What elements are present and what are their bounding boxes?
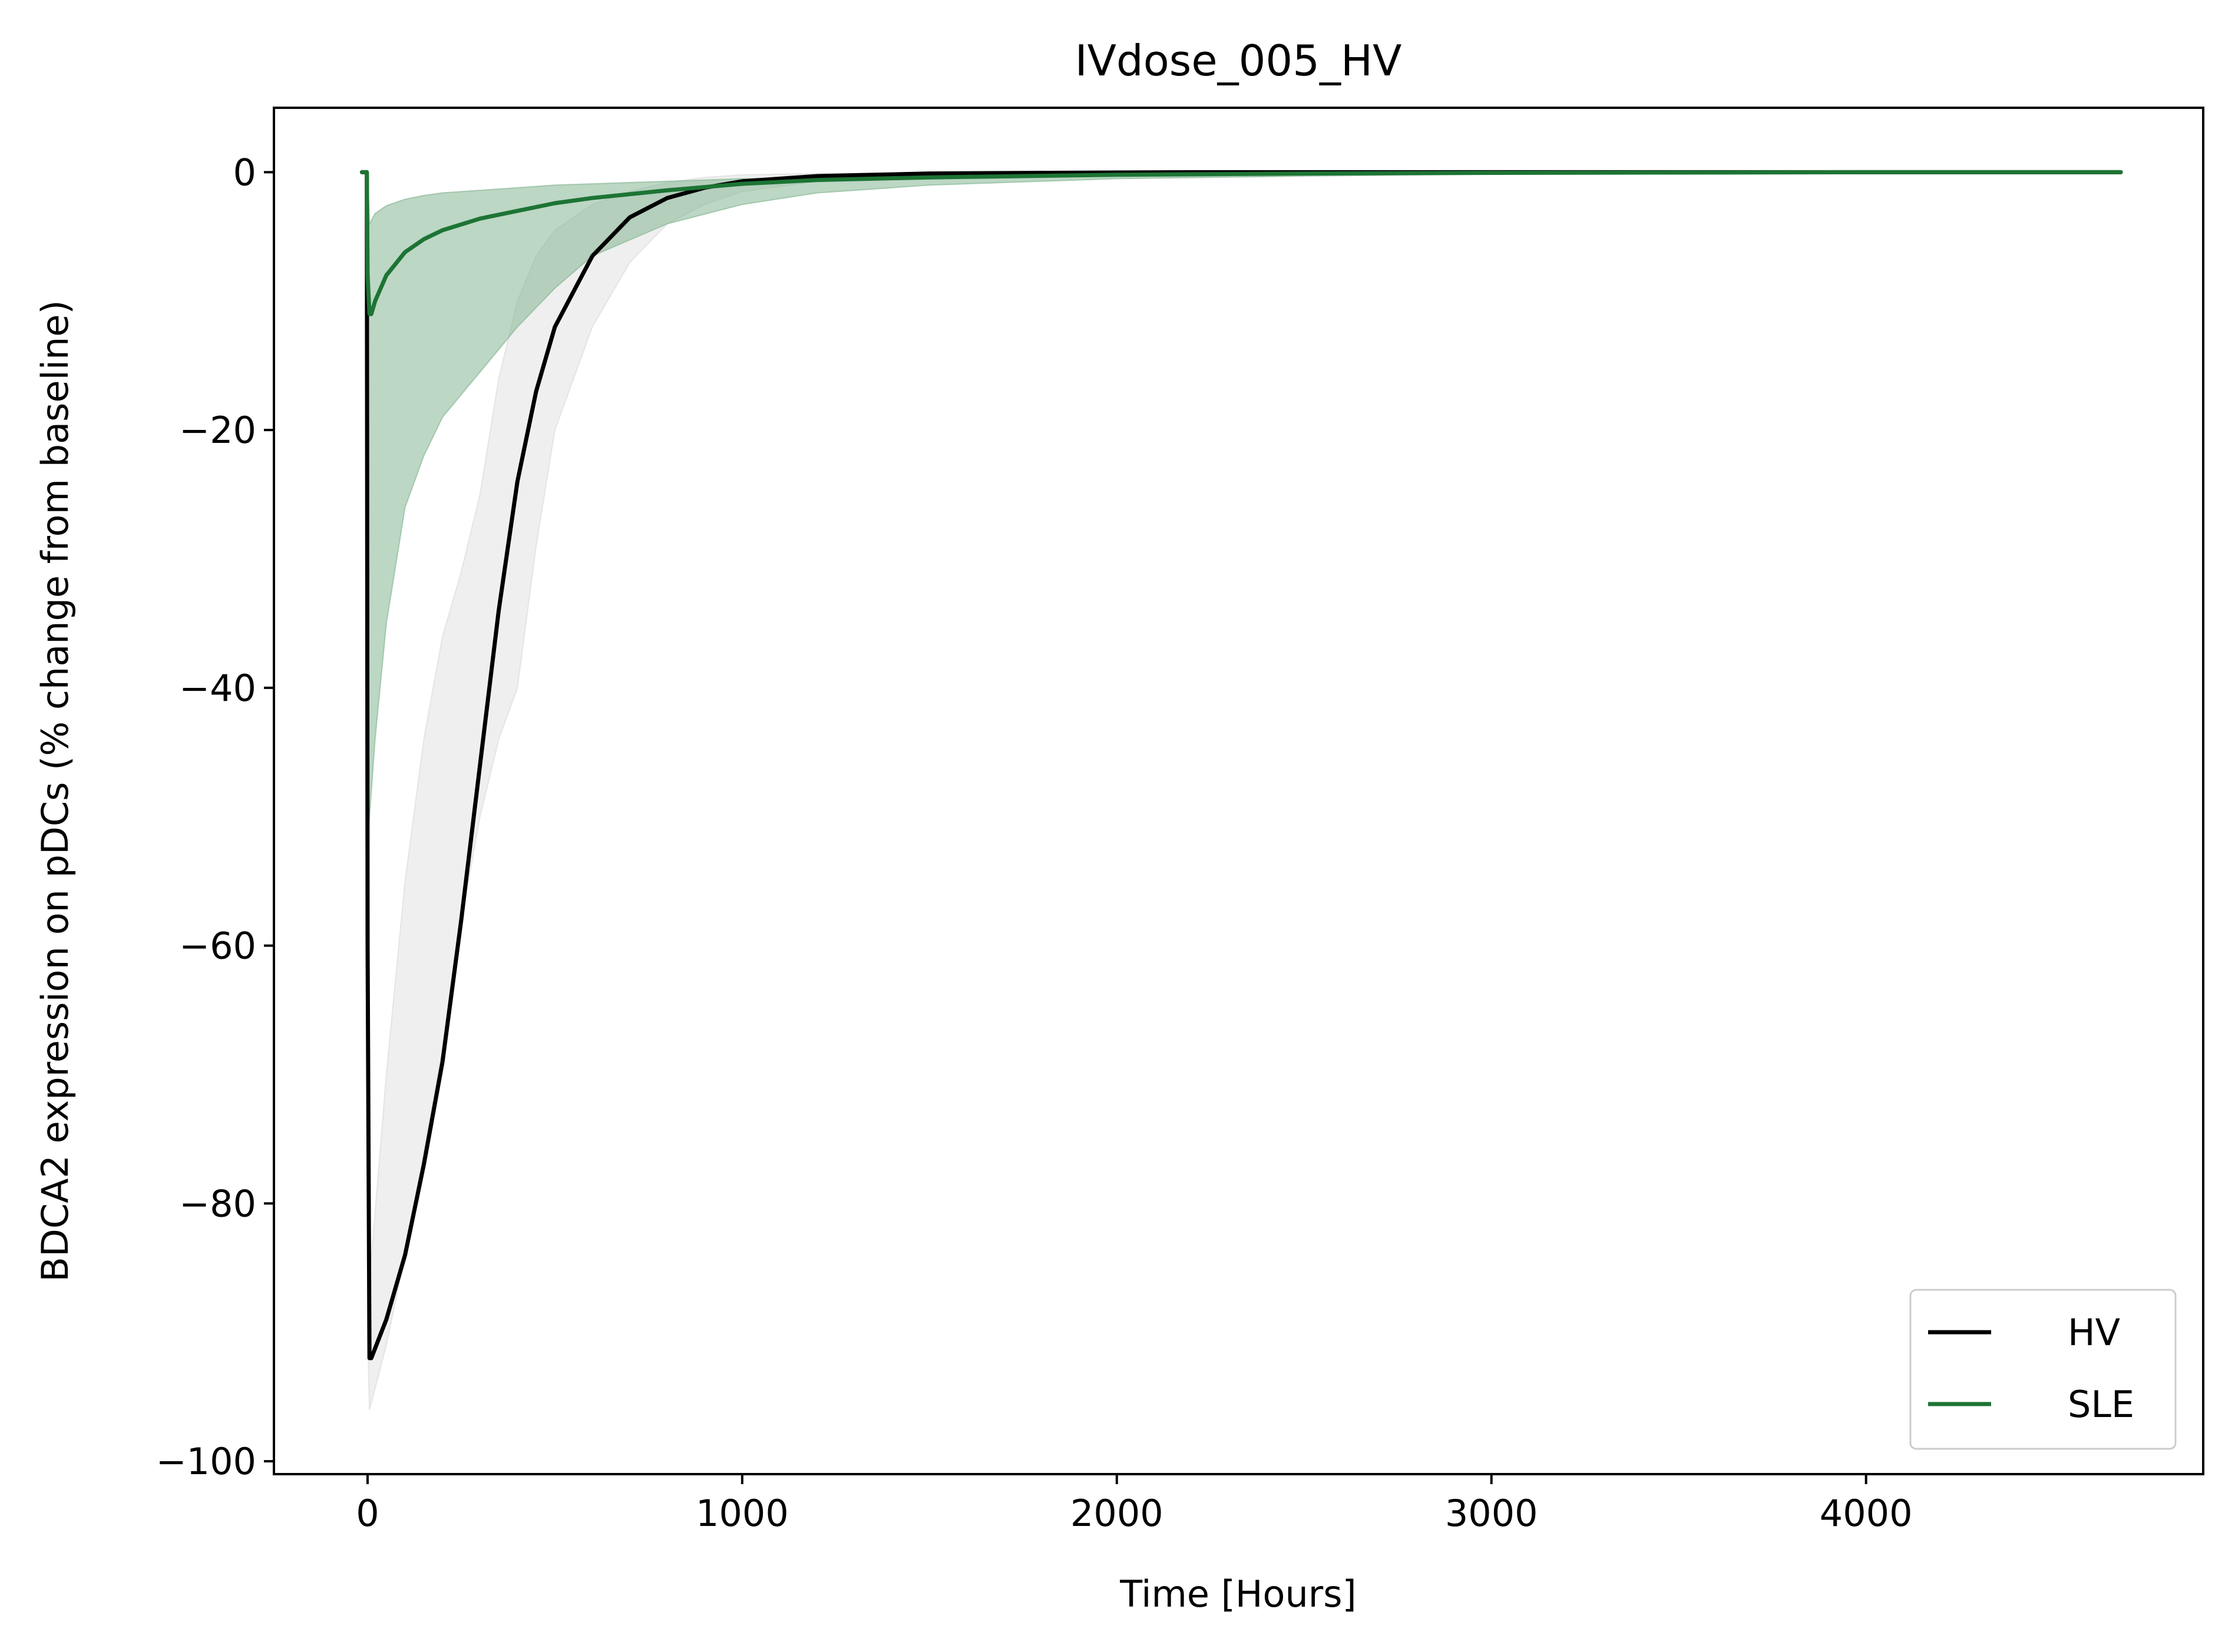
y-tick-label: 0 <box>233 151 256 194</box>
y-tick-label: −40 <box>179 667 256 710</box>
chart-title: IVdose_005_HV <box>1075 36 1402 85</box>
y-tick-label: −20 <box>179 409 256 452</box>
y-tick-label: −80 <box>179 1182 256 1225</box>
legend-box <box>1909 1289 2177 1450</box>
legend: HV SLE <box>1909 1289 2177 1450</box>
y-axis-ticks: 0 −20 −40 −60 −80 −100 <box>156 151 274 1483</box>
x-axis-label: Time [Hours] <box>1119 1572 1356 1615</box>
series-line-sle <box>359 170 2123 316</box>
x-axis-ticks: 0 1000 2000 3000 4000 <box>356 1474 1913 1535</box>
x-tick-label: 4000 <box>1820 1492 1913 1535</box>
x-tick-label: 3000 <box>1445 1492 1538 1535</box>
y-tick-label: −100 <box>156 1440 256 1483</box>
x-tick-label: 1000 <box>696 1492 789 1535</box>
plot-area-frame <box>273 107 2204 1475</box>
x-tick-label: 0 <box>356 1492 379 1535</box>
legend-label-sle: SLE <box>2068 1383 2134 1426</box>
legend-label-hv: HV <box>2068 1311 2120 1354</box>
x-tick-label: 2000 <box>1070 1492 1163 1535</box>
series-lines <box>359 170 2123 1360</box>
y-axis-label: BDCA2 expression on pDCs (% change from … <box>34 300 77 1282</box>
y-tick-label: −60 <box>179 925 256 968</box>
